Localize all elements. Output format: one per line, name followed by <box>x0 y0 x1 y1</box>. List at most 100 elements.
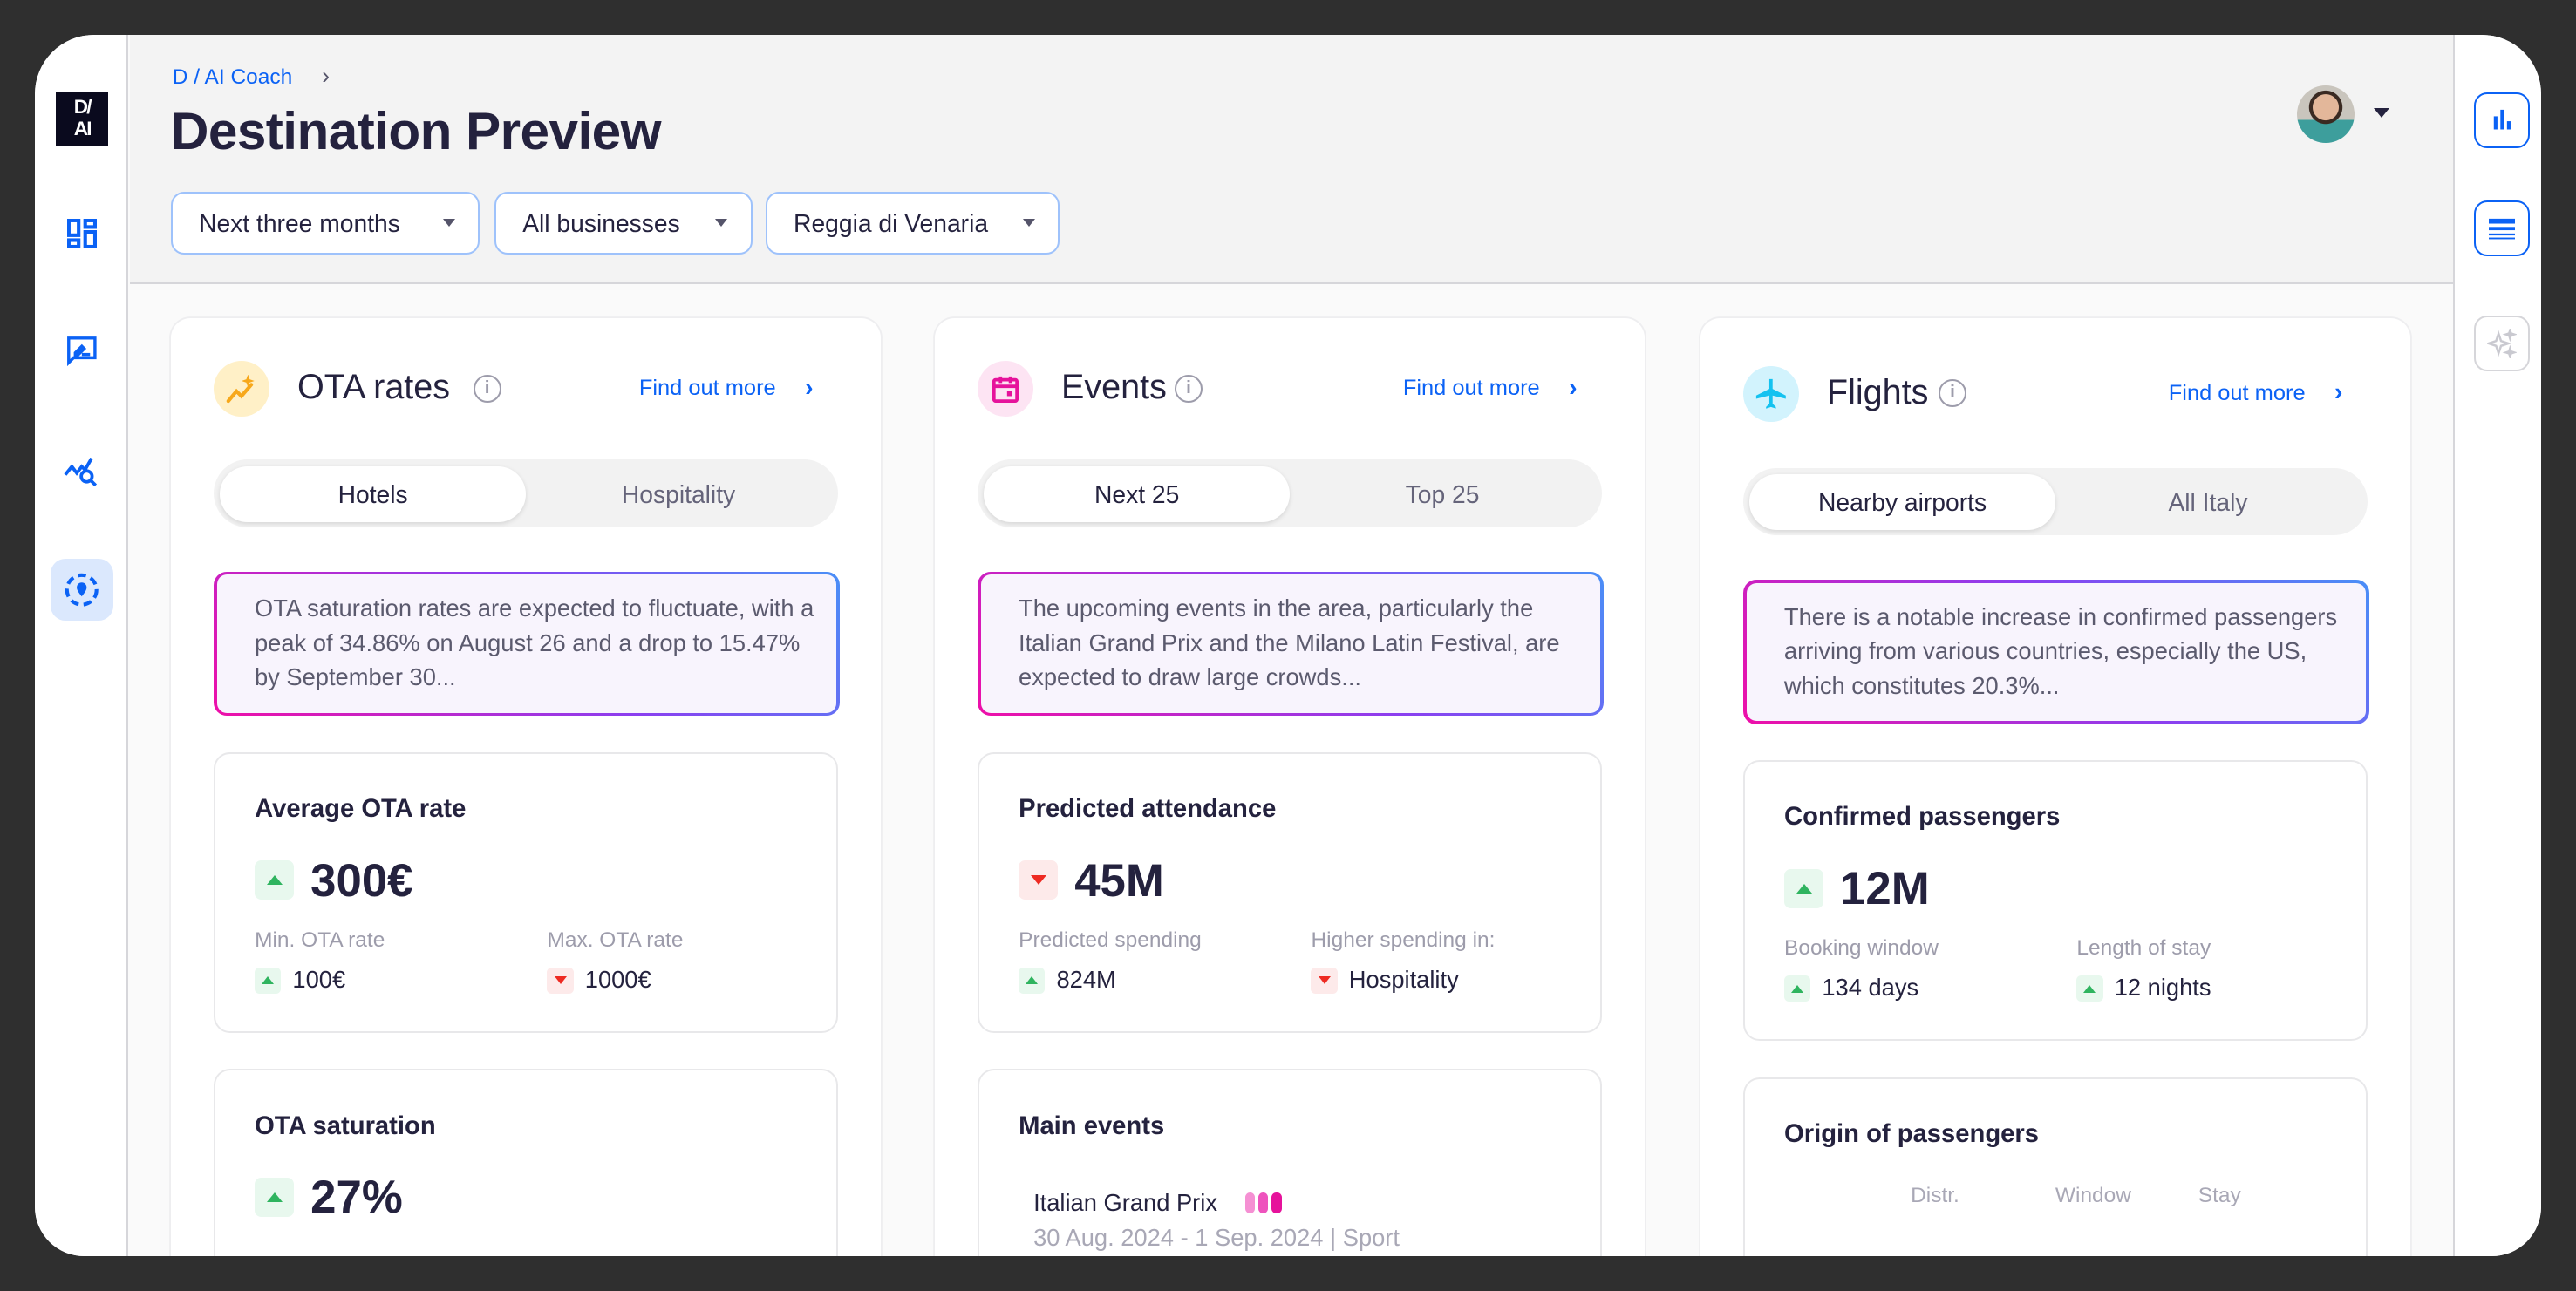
caret-down-icon <box>442 218 455 227</box>
metric-value: 300€ <box>310 854 413 907</box>
events-card: Events i Find out more › Next 25 Top 25 … <box>934 318 1645 1257</box>
caret-down-icon <box>1022 218 1035 227</box>
ai-insight-box[interactable]: There is a notable increase in confirmed… <box>1742 580 2369 724</box>
sub-value: 100€ <box>292 965 346 993</box>
page-title: Destination Preview <box>170 100 662 160</box>
trend-up-icon <box>255 967 282 994</box>
insight-text: OTA saturation rates are expected to flu… <box>216 574 836 713</box>
bar-chart-icon <box>2493 110 2511 130</box>
sidebar-item-destination[interactable] <box>51 558 113 622</box>
tab-hotels[interactable]: Hotels <box>220 466 526 523</box>
sub-label: Max. OTA rate <box>547 927 684 952</box>
ai-assistant-button[interactable] <box>2474 315 2531 371</box>
sub-label: Higher spending in: <box>1311 927 1496 952</box>
left-sidebar: D/AI <box>34 34 128 1257</box>
caret-down-icon <box>715 218 728 227</box>
info-icon[interactable]: i <box>1175 374 1203 403</box>
metric-title: Origin of passengers <box>1784 1119 2039 1148</box>
find-out-more-link[interactable]: Find out more <box>2168 381 2306 406</box>
sidebar-item-feedback[interactable] <box>51 320 113 383</box>
segmented-control: Hotels Hospitality <box>213 459 838 527</box>
ota-saturation-card: OTA saturation 27% <box>213 1069 838 1257</box>
find-out-more-link[interactable]: Find out more <box>1402 376 1540 401</box>
feedback-edit-icon <box>67 336 97 367</box>
list-icon <box>2489 218 2516 240</box>
destination-dropdown[interactable]: Reggia di Venaria <box>765 192 1060 255</box>
chevron-right-icon[interactable]: › <box>1569 372 1578 401</box>
tab-top-25[interactable]: Top 25 <box>1405 479 1480 508</box>
column-header-window[interactable]: Window <box>2055 1184 2131 1208</box>
sparkle-icon <box>2487 328 2518 358</box>
column-header-stay[interactable]: Stay <box>2198 1184 2241 1208</box>
event-dates: 30 Aug. 2024 - 1 Sep. 2024 <box>1033 1223 1324 1251</box>
predicted-attendance-card: Predicted attendance 45M Predicted spend… <box>977 751 1602 1033</box>
segmented-control: Nearby airports All Italy <box>1742 467 2368 536</box>
trend-down-icon <box>547 967 574 994</box>
trend-up-icon <box>1019 967 1046 994</box>
tab-all-italy[interactable]: All Italy <box>2168 487 2248 516</box>
metric-title: Main events <box>1019 1111 1165 1140</box>
event-intensity-indicator <box>1245 1192 1282 1214</box>
sub-label: Min. OTA rate <box>255 927 385 952</box>
tab-nearby-airports[interactable]: Nearby airports <box>1749 474 2055 531</box>
destination-dropdown-label: Reggia di Venaria <box>794 208 989 237</box>
tab-hospitality[interactable]: Hospitality <box>621 479 736 508</box>
sidebar-item-dashboard[interactable] <box>51 202 113 265</box>
metric-title: Average OTA rate <box>255 794 467 823</box>
airplane-icon <box>1742 366 1799 423</box>
period-dropdown-label: Next three months <box>199 208 400 237</box>
chevron-right-icon[interactable]: › <box>2334 377 2343 406</box>
right-toolbar <box>2452 34 2542 1257</box>
business-dropdown-label: All businesses <box>522 208 680 237</box>
dashboard-icon <box>67 218 98 248</box>
segmented-control: Next 25 Top 25 <box>977 459 1602 527</box>
trend-up-icon <box>1784 975 1811 1002</box>
confirmed-passengers-card: Confirmed passengers 12M Booking window … <box>1742 760 2368 1042</box>
location-target-icon <box>65 573 99 607</box>
chevron-right-icon[interactable]: › <box>805 372 814 401</box>
app-logo[interactable]: D/AI <box>56 92 109 146</box>
user-menu-caret-icon[interactable] <box>2374 108 2390 119</box>
sub-value: 134 days <box>1822 974 1919 1002</box>
card-title: OTA rates <box>296 367 451 406</box>
card-title: Events <box>1061 367 1167 406</box>
chart-view-button[interactable] <box>2474 92 2531 148</box>
business-dropdown[interactable]: All businesses <box>494 192 753 255</box>
ai-insight-box[interactable]: The upcoming events in the area, particu… <box>977 571 1604 717</box>
sub-value: Hospitality <box>1348 965 1459 993</box>
origin-of-passengers-card: Origin of passengers Distr. Window Stay <box>1742 1077 2368 1257</box>
metric-value: 45M <box>1074 854 1164 907</box>
breadcrumb-link[interactable]: D / AI Coach <box>172 65 293 90</box>
insight-text: The upcoming events in the area, particu… <box>980 574 1600 713</box>
period-dropdown[interactable]: Next three months <box>170 192 480 255</box>
metric-title: Predicted attendance <box>1019 794 1277 823</box>
list-view-button[interactable] <box>2474 200 2531 256</box>
card-title: Flights <box>1826 372 1929 411</box>
calendar-icon <box>977 361 1033 418</box>
find-out-more-link[interactable]: Find out more <box>638 376 776 401</box>
flights-card: Flights i Find out more › Nearby airport… <box>1700 318 2410 1257</box>
trend-up-icon <box>1784 868 1824 908</box>
metric-value: 12M <box>1840 863 1930 915</box>
trend-up-icon <box>2076 975 2103 1002</box>
sub-value: 12 nights <box>2114 974 2211 1002</box>
info-icon[interactable]: i <box>473 374 501 403</box>
sidebar-item-analytics[interactable] <box>51 440 113 503</box>
info-icon[interactable]: i <box>1939 379 1967 408</box>
user-avatar[interactable] <box>2296 85 2355 143</box>
event-category: Sport <box>1342 1223 1400 1251</box>
tab-next-25[interactable]: Next 25 <box>984 466 1290 523</box>
insight-text: There is a notable increase in confirmed… <box>1746 582 2366 722</box>
main-events-card: Main events Italian Grand Prix 30 Aug. 2… <box>977 1069 1602 1257</box>
event-name[interactable]: Italian Grand Prix <box>1033 1189 1217 1217</box>
ai-insight-box[interactable]: OTA saturation rates are expected to flu… <box>213 571 840 717</box>
trend-down-icon <box>1311 967 1338 994</box>
ota-rates-card: OTA rates i Find out more › Hotels Hospi… <box>170 318 881 1257</box>
trend-up-icon <box>255 1177 295 1218</box>
metric-value: 27% <box>310 1172 403 1224</box>
sub-label: Booking window <box>1784 935 1939 960</box>
average-ota-rate-card: Average OTA rate 300€ Min. OTA rate 100€… <box>213 751 838 1033</box>
trend-up-icon <box>255 860 295 900</box>
column-header-distribution[interactable]: Distr. <box>1911 1184 1959 1208</box>
